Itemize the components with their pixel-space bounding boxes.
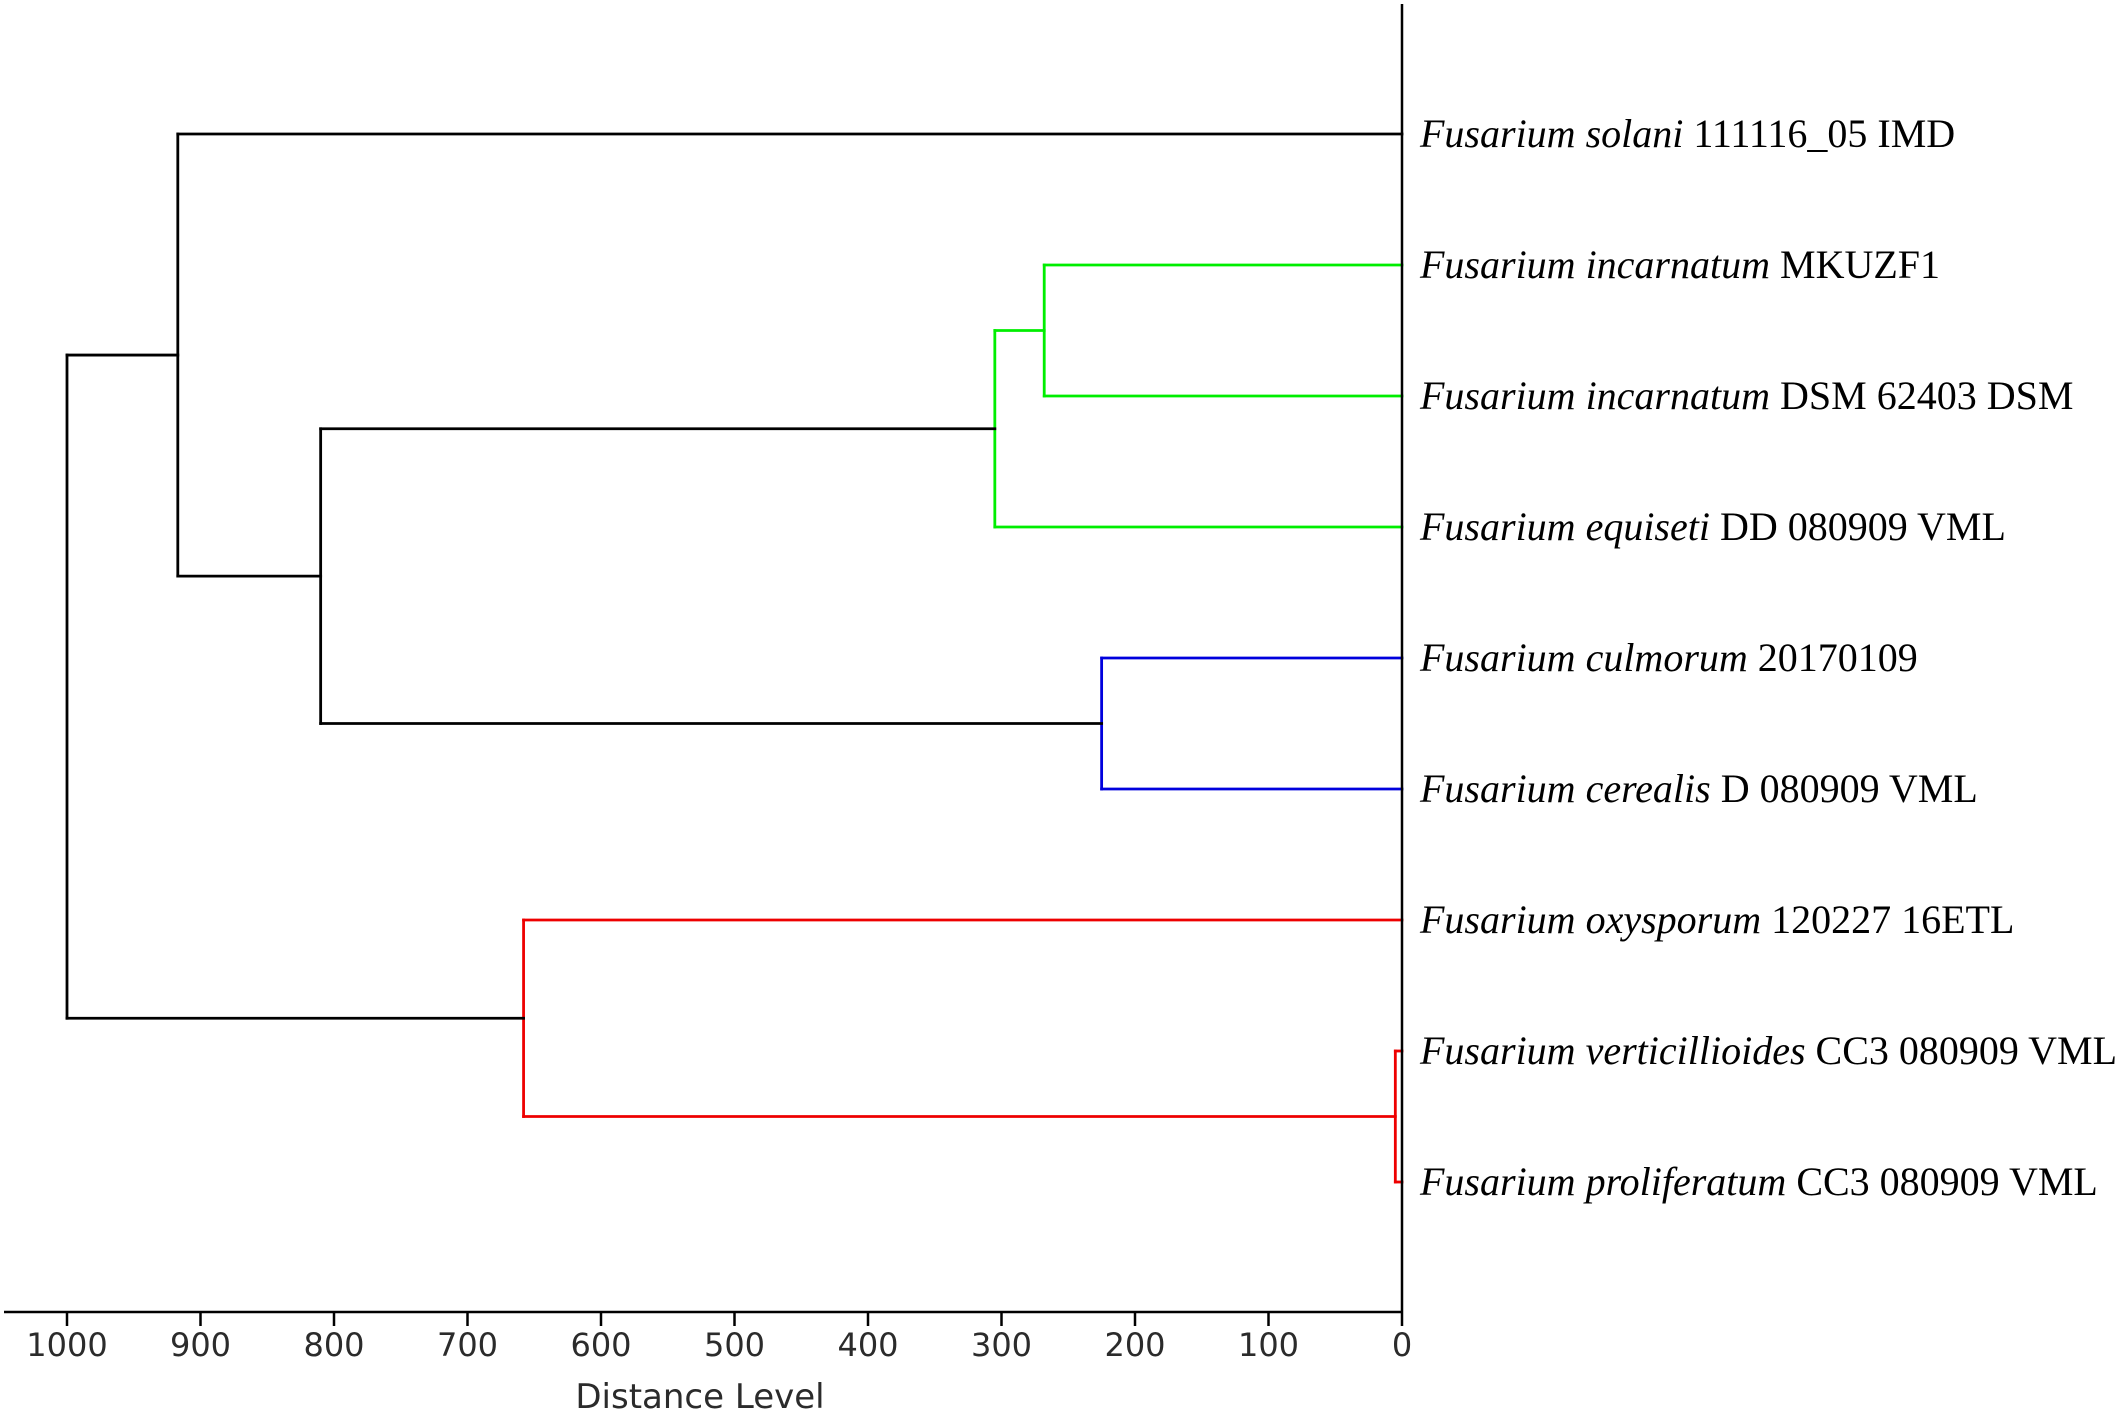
tick-label-100: 100 xyxy=(1238,1326,1299,1364)
strain-id: DD 080909 VML xyxy=(1710,504,2006,549)
strain-id: 120227 16ETL xyxy=(1761,897,2014,942)
species-name: Fusarium proliferatum xyxy=(1419,1159,1786,1204)
strain-id: D 080909 VML xyxy=(1711,766,1978,811)
axis-title: Distance Level xyxy=(575,1377,824,1414)
leaf-label-l6: Fusarium cerealis D 080909 VML xyxy=(1419,766,1978,811)
leaf-label-l3: Fusarium incarnatum DSM 62403 DSM xyxy=(1419,373,2073,418)
tick-label-400: 400 xyxy=(837,1326,898,1364)
axis-ticks: 1000 900 800 700 600 500 400 300 200 100 0 xyxy=(26,1312,1412,1364)
dendrogram-branches xyxy=(65,132,1404,1184)
tick-label-900: 900 xyxy=(170,1326,231,1364)
leaf-label-l4: Fusarium equiseti DD 080909 VML xyxy=(1419,504,2006,549)
species-name: Fusarium incarnatum xyxy=(1419,242,1770,287)
species-name: Fusarium oxysporum xyxy=(1419,897,1761,942)
species-name: Fusarium verticillioides xyxy=(1419,1028,1806,1073)
strain-id: DSM 62403 DSM xyxy=(1770,373,2073,418)
strain-id: MKUZF1 xyxy=(1770,242,1940,287)
tick-label-300: 300 xyxy=(971,1326,1032,1364)
species-name: Fusarium culmorum xyxy=(1419,635,1748,680)
strain-id: 20170109 xyxy=(1748,635,1918,680)
tick-label-800: 800 xyxy=(303,1326,364,1364)
tick-label-500: 500 xyxy=(704,1326,765,1364)
strain-id: 111116_05 IMD xyxy=(1683,111,1955,156)
axes xyxy=(4,4,1404,1314)
tick-label-600: 600 xyxy=(570,1326,631,1364)
strain-id: CC3 080909 VML xyxy=(1806,1028,2118,1073)
species-name: Fusarium solani xyxy=(1419,111,1683,156)
species-name: Fusarium equiseti xyxy=(1419,504,1710,549)
leaf-label-l8: Fusarium verticillioides CC3 080909 VML xyxy=(1419,1028,2117,1073)
leaf-label-l7: Fusarium oxysporum 120227 16ETL xyxy=(1419,897,2014,942)
tick-label-1000: 1000 xyxy=(26,1326,107,1364)
tick-label-200: 200 xyxy=(1104,1326,1165,1364)
leaf-label-l9: Fusarium proliferatum CC3 080909 VML xyxy=(1419,1159,2098,1204)
tick-label-0: 0 xyxy=(1392,1326,1412,1364)
leaf-label-l1: Fusarium solani 111116_05 IMD xyxy=(1419,111,1955,156)
species-name: Fusarium incarnatum xyxy=(1419,373,1770,418)
leaf-labels: Fusarium solani 111116_05 IMD Fusarium in… xyxy=(1419,111,2117,1204)
leaf-label-l5: Fusarium culmorum 20170109 xyxy=(1419,635,1918,680)
tick-label-700: 700 xyxy=(437,1326,498,1364)
species-name: Fusarium cerealis xyxy=(1419,766,1711,811)
strain-id: CC3 080909 VML xyxy=(1786,1159,2098,1204)
leaf-label-l2: Fusarium incarnatum MKUZF1 xyxy=(1419,242,1940,287)
